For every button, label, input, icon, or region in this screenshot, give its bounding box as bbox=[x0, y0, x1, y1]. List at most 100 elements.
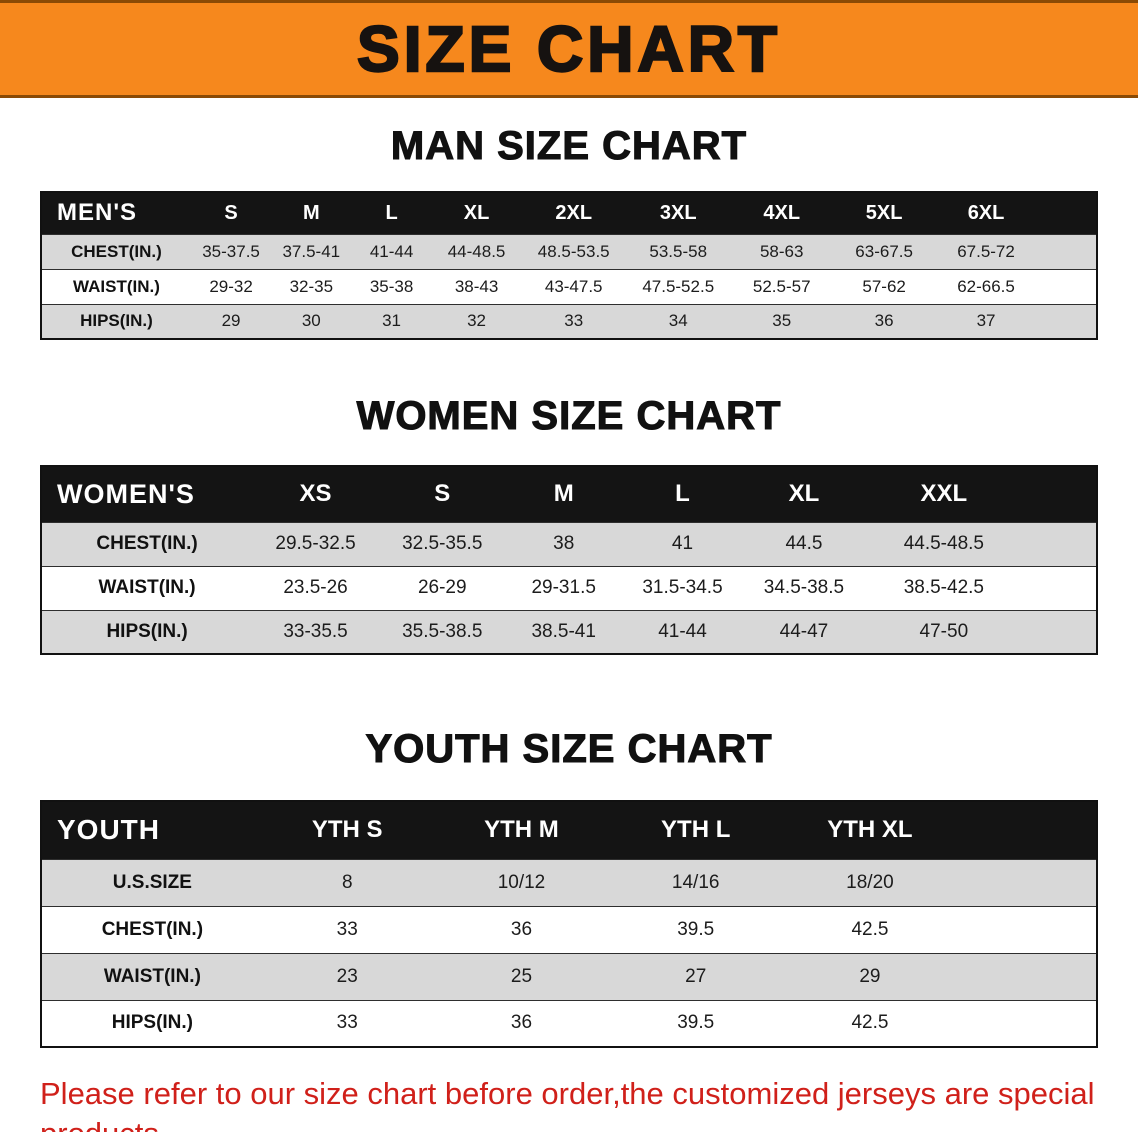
size-column-header: YTH S bbox=[311, 816, 383, 844]
measurement-row: WAIST(IN.) 23 25 27 29 bbox=[41, 953, 1097, 1000]
value-cell: 36 bbox=[510, 918, 533, 940]
value-cell: 29-31.5 bbox=[531, 577, 596, 598]
size-column-header: M bbox=[302, 201, 320, 224]
row-label-cell: HIPS(IN.) bbox=[80, 311, 153, 331]
size-column-header: XL bbox=[463, 201, 490, 224]
value-cell: 23.5-26 bbox=[283, 577, 348, 598]
value-cell: 36 bbox=[510, 1012, 533, 1034]
value-cell: 23 bbox=[336, 965, 358, 987]
value-cell: 35 bbox=[772, 311, 792, 331]
spacer-cell bbox=[960, 906, 1097, 953]
spacer-cell bbox=[1023, 466, 1097, 522]
value-cell: 39.5 bbox=[677, 918, 715, 940]
size-column-header: S bbox=[224, 201, 238, 224]
value-cell: 33 bbox=[336, 918, 358, 940]
measurement-row: CHEST(IN.) 29.5-32.5 32.5-35.5 38 41 44.5 44.5… bbox=[41, 522, 1097, 566]
value-cell: 32-35 bbox=[289, 276, 334, 296]
value-cell: 14/16 bbox=[671, 871, 720, 893]
measurement-row: U.S.SIZE 8 10/12 14/16 18/20 bbox=[41, 859, 1097, 906]
men-section-heading: MAN SIZE CHART bbox=[390, 123, 748, 168]
value-cell: 62-66.5 bbox=[957, 276, 1015, 296]
page-title: SIZE CHART bbox=[356, 13, 781, 85]
value-cell: 33-35.5 bbox=[283, 620, 348, 642]
youth-size-table: YOUTH YTH S YTH M YTH L YTH XL U.S.SIZE 8 10/12… bbox=[40, 800, 1098, 1048]
row-label-cell: CHEST(IN.) bbox=[71, 241, 162, 261]
spacer-cell bbox=[960, 953, 1097, 1000]
value-cell: 41 bbox=[671, 533, 694, 554]
value-cell: 47.5-52.5 bbox=[642, 276, 715, 296]
youth-section: YOUTH SIZE CHART YOUTH YTH S YTH M YTH L YTH… bbox=[0, 726, 1138, 1048]
measurement-row: WAIST(IN.) 23.5-26 26-29 29-31.5 31.5-34.5 34… bbox=[41, 566, 1097, 610]
row-label-cell: HIPS(IN.) bbox=[106, 620, 188, 642]
value-cell: 32 bbox=[467, 311, 487, 331]
table-title-cell: YOUTH bbox=[57, 814, 160, 846]
measurement-row: HIPS(IN.) 29 30 31 32 33 34 35 36 37 bbox=[41, 304, 1097, 339]
value-cell: 53.5-58 bbox=[649, 241, 708, 261]
value-cell: 37 bbox=[976, 311, 996, 331]
banner: SIZE CHART bbox=[0, 0, 1138, 98]
table-title-cell: WOMEN'S bbox=[57, 478, 195, 509]
row-label-cell: HIPS(IN.) bbox=[111, 1012, 194, 1034]
row-label-cell: CHEST(IN.) bbox=[96, 533, 198, 554]
size-column-header: 5XL bbox=[865, 201, 903, 224]
value-cell: 42.5 bbox=[851, 918, 889, 940]
value-cell: 42.5 bbox=[851, 1012, 889, 1034]
row-label-cell: WAIST(IN.) bbox=[98, 577, 196, 598]
row-label-cell: CHEST(IN.) bbox=[101, 918, 204, 940]
spacer-cell bbox=[960, 801, 1097, 859]
women-section: WOMEN SIZE CHART WOMEN'S XS S M L XL XXL CHEST(… bbox=[0, 393, 1138, 655]
size-column-header: 3XL bbox=[659, 201, 697, 224]
value-cell: 29.5-32.5 bbox=[275, 533, 356, 554]
spacer-cell bbox=[1037, 234, 1097, 269]
value-cell: 31.5-34.5 bbox=[642, 577, 723, 598]
row-label-cell: WAIST(IN.) bbox=[103, 965, 201, 987]
men-size-table: MEN'S S M L XL 2XL 3XL 4XL 5XL 6XL CHEST(IN.) 35-37… bbox=[40, 191, 1098, 340]
spacer-cell bbox=[1037, 304, 1097, 339]
value-cell: 39.5 bbox=[677, 1012, 715, 1034]
value-cell: 38.5-42.5 bbox=[903, 577, 984, 598]
value-cell: 31 bbox=[382, 311, 402, 331]
value-cell: 38.5-41 bbox=[531, 620, 596, 642]
measurement-row: HIPS(IN.) 33 36 39.5 42.5 bbox=[41, 1000, 1097, 1047]
women-section-heading: WOMEN SIZE CHART bbox=[356, 393, 782, 438]
spacer-cell bbox=[1023, 522, 1097, 566]
value-cell: 63-67.5 bbox=[855, 241, 913, 261]
spacer-cell bbox=[960, 1000, 1097, 1047]
value-cell: 25 bbox=[510, 965, 533, 987]
value-cell: 29-32 bbox=[209, 276, 253, 296]
table-title-cell: MEN'S bbox=[57, 199, 138, 227]
measurement-row: CHEST(IN.) 33 36 39.5 42.5 bbox=[41, 906, 1097, 953]
value-cell: 44-47 bbox=[779, 620, 829, 642]
value-cell: 35.5-38.5 bbox=[402, 620, 483, 642]
value-cell: 44.5 bbox=[785, 533, 823, 554]
size-column-header: S bbox=[434, 480, 451, 508]
value-cell: 44.5-48.5 bbox=[903, 533, 984, 554]
measurement-row: CHEST(IN.) 35-37.5 37.5-41 41-44 44-48.5 48.5… bbox=[41, 234, 1097, 269]
value-cell: 38-43 bbox=[454, 276, 499, 296]
table-header-row: YOUTH YTH S YTH M YTH L YTH XL bbox=[41, 801, 1097, 859]
spacer-cell bbox=[960, 859, 1097, 906]
footer-notice: Please refer to our size chart before or… bbox=[40, 1074, 1098, 1132]
value-cell: 33 bbox=[336, 1012, 358, 1034]
value-cell: 35-38 bbox=[369, 276, 414, 296]
value-cell: 8 bbox=[341, 871, 353, 893]
value-cell: 67.5-72 bbox=[957, 241, 1015, 261]
spacer-cell bbox=[1023, 610, 1097, 654]
value-cell: 30 bbox=[301, 311, 321, 331]
value-cell: 37.5-41 bbox=[282, 241, 341, 261]
value-cell: 18/20 bbox=[846, 871, 894, 893]
value-cell: 38 bbox=[553, 533, 575, 554]
value-cell: 47-50 bbox=[919, 620, 969, 642]
size-column-header: YTH L bbox=[661, 816, 731, 844]
size-column-header: YTH XL bbox=[827, 816, 913, 844]
spacer-cell bbox=[1037, 192, 1097, 234]
value-cell: 48.5-53.5 bbox=[537, 241, 610, 261]
size-column-header: M bbox=[553, 480, 574, 508]
size-column-header: XS bbox=[299, 480, 332, 508]
value-cell: 52.5-57 bbox=[752, 276, 811, 296]
value-cell: 26-29 bbox=[417, 577, 467, 598]
measurement-row: HIPS(IN.) 33-35.5 35.5-38.5 38.5-41 41-44 44-… bbox=[41, 610, 1097, 654]
men-section: MAN SIZE CHART MEN'S S M L XL 2XL 3XL 4XL 5XL 6XL… bbox=[0, 123, 1138, 340]
women-size-table: WOMEN'S XS S M L XL XXL CHEST(IN.) 29.5-32.5 32.5… bbox=[40, 465, 1098, 655]
value-cell: 29 bbox=[859, 965, 881, 987]
